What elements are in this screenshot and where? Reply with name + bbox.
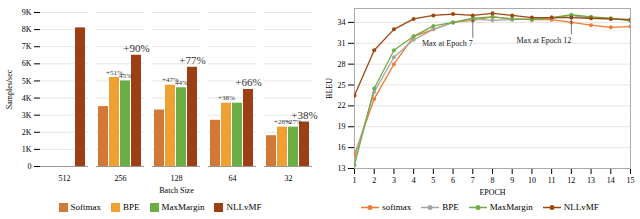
svg-text:9: 9 [510,176,514,185]
svg-text:15: 15 [627,176,635,185]
svg-text:19: 19 [338,122,346,131]
svg-text:+90%: +90% [123,42,149,54]
svg-text:7: 7 [471,176,475,185]
svg-text:256: 256 [115,174,127,183]
svg-text:14: 14 [607,176,615,185]
svg-text:3: 3 [392,176,396,185]
svg-text:Samples/sec: Samples/sec [5,69,14,109]
svg-text:11: 11 [548,176,556,185]
html-text:NLLvMF: NLLvMF [226,202,262,212]
svg-text:16: 16 [338,143,346,152]
svg-text:Max at Epoch 7: Max at Epoch 7 [422,39,473,48]
svg-text:4: 4 [412,176,416,185]
svg-text:22: 22 [338,101,346,110]
svg-text:34: 34 [338,18,346,27]
html-text:BPE: BPE [123,202,140,212]
svg-text:9K: 9K [22,8,32,17]
svg-text:44%: 44% [175,79,188,87]
html-text:Softmax: Softmax [70,202,102,212]
svg-text:2K: 2K [22,128,32,137]
svg-text:0: 0 [28,162,32,171]
svg-text:1K: 1K [22,145,32,154]
svg-text:32: 32 [285,174,293,183]
svg-text:13: 13 [338,164,346,173]
svg-text:4K: 4K [22,94,32,103]
svg-text:25: 25 [338,81,346,90]
svg-text:13: 13 [587,176,595,185]
svg-text:+66%: +66% [235,76,261,88]
svg-text:3K: 3K [22,111,32,120]
svg-text:45%: 45% [119,72,132,80]
svg-text:Batch Size: Batch Size [159,186,194,195]
svg-text:12: 12 [567,176,575,185]
svg-text:31: 31 [338,39,346,48]
svg-text:BLEU: BLEU [325,78,334,99]
svg-text:10: 10 [528,176,536,185]
svg-text:5K: 5K [22,77,32,86]
html-text:softmax: softmax [382,202,412,212]
svg-text:Max at Epoch 12: Max at Epoch 12 [516,36,571,45]
svg-text:8: 8 [491,176,495,185]
svg-text:2: 2 [372,176,376,185]
svg-text:512: 512 [59,174,71,183]
svg-text:6: 6 [451,176,455,185]
svg-text:+47%: +47% [162,76,179,85]
html-text:NLLvMF: NLLvMF [563,202,599,212]
svg-text:+27%: +27% [285,118,302,127]
html-text:BPE: BPE [442,202,459,212]
svg-text:1: 1 [353,176,357,185]
svg-text:+77%: +77% [179,54,205,66]
svg-text:+38%: +38% [218,94,235,102]
svg-text:128: 128 [171,174,183,183]
svg-text:EPOCH: EPOCH [479,188,505,197]
html-text:MaxMargin: MaxMargin [489,202,533,212]
svg-text:28: 28 [338,60,346,69]
svg-text:64: 64 [229,174,237,183]
svg-text:8K: 8K [22,25,32,34]
svg-text:5: 5 [431,176,435,185]
svg-text:6K: 6K [22,59,32,68]
svg-text:+28%: +28% [274,118,291,127]
svg-text:+51%: +51% [106,68,123,77]
html-text:MaxMargin: MaxMargin [161,202,205,212]
svg-text:7K: 7K [22,42,32,51]
svg-text:+38%: +38% [291,109,317,121]
